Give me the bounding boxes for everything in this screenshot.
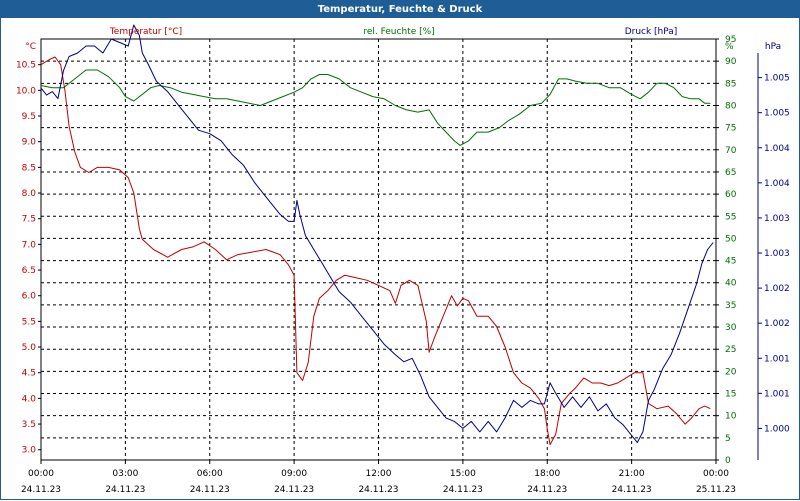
humidity-tick-label: 80 bbox=[725, 101, 737, 111]
x-tick-label-time: 06:00 bbox=[197, 469, 223, 479]
humidity-tick-label: 45 bbox=[725, 257, 736, 267]
x-tick-label-date: 24.11.23 bbox=[612, 485, 652, 495]
humidity-unit-label: % bbox=[725, 42, 734, 52]
x-tick-label-date: 24.11.23 bbox=[274, 485, 314, 495]
x-tick-label-date: 24.11.23 bbox=[21, 485, 61, 495]
temperature-unit-label: °C bbox=[25, 42, 36, 52]
humidity-tick-label: 50 bbox=[725, 234, 737, 244]
axes bbox=[38, 38, 762, 464]
humidity-tick-label: 65 bbox=[725, 168, 736, 178]
temperature-tick-label: 6.0 bbox=[22, 292, 37, 302]
humidity-tick-label: 35 bbox=[725, 301, 736, 311]
temperature-tick-label: 8.5 bbox=[22, 163, 36, 173]
x-tick-label-date: 24.11.23 bbox=[105, 485, 145, 495]
temperature-tick-label: 9.0 bbox=[22, 138, 37, 148]
humidity-tick-label: 0 bbox=[725, 456, 731, 466]
humidity-tick-label: 70 bbox=[725, 146, 737, 156]
pressure-tick-label: 1.001 bbox=[764, 389, 790, 399]
x-tick-label-date: 25.11.23 bbox=[696, 485, 736, 495]
temperature-tick-label: 4.0 bbox=[22, 394, 37, 404]
pressure-series-header: Druck [hPa] bbox=[625, 27, 678, 37]
temperature-series-header: Temperatur [°C] bbox=[109, 27, 182, 37]
pressure-tick-label: 1.004 bbox=[764, 144, 790, 154]
humidity-tick-label: 75 bbox=[725, 124, 736, 134]
temperature-tick-label: 4.5 bbox=[22, 369, 36, 379]
temperature-tick-label: 3.5 bbox=[22, 420, 36, 430]
humidity-tick-label: 15 bbox=[725, 390, 736, 400]
x-tick-label-time: 18:00 bbox=[534, 469, 560, 479]
temperature-tick-label: 3.0 bbox=[22, 446, 37, 456]
x-tick-label-date: 24.11.23 bbox=[443, 485, 483, 495]
temperature-tick-label: 8.0 bbox=[22, 189, 37, 199]
temperature-tick-label: 9.5 bbox=[22, 112, 36, 122]
humidity-tick-label: 85 bbox=[725, 79, 736, 89]
pressure-series-line bbox=[40, 24, 714, 443]
humidity-tick-label: 40 bbox=[725, 279, 737, 289]
humidity-tick-label: 90 bbox=[725, 57, 737, 67]
humidity-tick-label: 30 bbox=[725, 323, 737, 333]
x-tick-label-date: 24.11.23 bbox=[358, 485, 398, 495]
pressure-tick-label: 1.005 bbox=[764, 74, 790, 84]
pressure-tick-label: 1.003 bbox=[764, 249, 790, 259]
x-tick-label-date: 24.11.23 bbox=[190, 485, 230, 495]
temperature-tick-label: 10.5 bbox=[16, 61, 36, 71]
pressure-tick-label: 1.002 bbox=[764, 284, 790, 294]
pressure-tick-label: 1.000 bbox=[764, 424, 790, 434]
x-tick-label-time: 00:00 bbox=[703, 469, 729, 479]
x-tick-label-time: 00:00 bbox=[28, 469, 54, 479]
pressure-tick-label: 1.002 bbox=[764, 319, 790, 329]
temperature-tick-label: 5.0 bbox=[22, 343, 37, 353]
x-tick-label-time: 15:00 bbox=[450, 469, 476, 479]
x-tick-label-time: 12:00 bbox=[366, 469, 392, 479]
pressure-tick-label: 1.001 bbox=[764, 354, 790, 364]
x-tick-label-time: 09:00 bbox=[281, 469, 307, 479]
temperature-tick-label: 7.0 bbox=[22, 240, 37, 250]
temperature-series-line bbox=[40, 56, 711, 446]
humidity-tick-label: 10 bbox=[725, 412, 737, 422]
humidity-tick-label: 5 bbox=[725, 434, 731, 444]
humidity-tick-label: 95 bbox=[725, 35, 736, 45]
pressure-tick-label: 1.004 bbox=[764, 179, 790, 189]
temperature-tick-label: 7.5 bbox=[22, 215, 36, 225]
pressure-tick-label: 1.005 bbox=[764, 109, 790, 119]
pressure-unit-label: hPa bbox=[765, 42, 781, 52]
pressure-tick-label: 1.003 bbox=[764, 214, 790, 224]
series-lines bbox=[40, 24, 714, 446]
grid-lines bbox=[40, 38, 717, 461]
axis-labels: 00:00 24.11.23 03:00 24.11.23 06:00 24.11.23 0… bbox=[16, 27, 790, 495]
temperature-tick-label: 5.5 bbox=[22, 317, 36, 327]
x-tick-label-date: 24.11.23 bbox=[527, 485, 567, 495]
temperature-tick-label: 10.0 bbox=[16, 86, 36, 96]
chart-title: Temperatur, Feuchte & Druck bbox=[1, 1, 799, 18]
x-tick-label-time: 03:00 bbox=[112, 469, 138, 479]
humidity-series-header: rel. Feuchte [%] bbox=[363, 27, 434, 37]
humidity-series-line bbox=[40, 69, 711, 146]
temperature-tick-label: 6.5 bbox=[22, 266, 36, 276]
x-tick-label-time: 21:00 bbox=[619, 469, 645, 479]
humidity-tick-label: 55 bbox=[725, 212, 736, 222]
humidity-tick-label: 60 bbox=[725, 190, 737, 200]
humidity-tick-label: 20 bbox=[725, 367, 737, 377]
humidity-tick-label: 25 bbox=[725, 345, 736, 355]
